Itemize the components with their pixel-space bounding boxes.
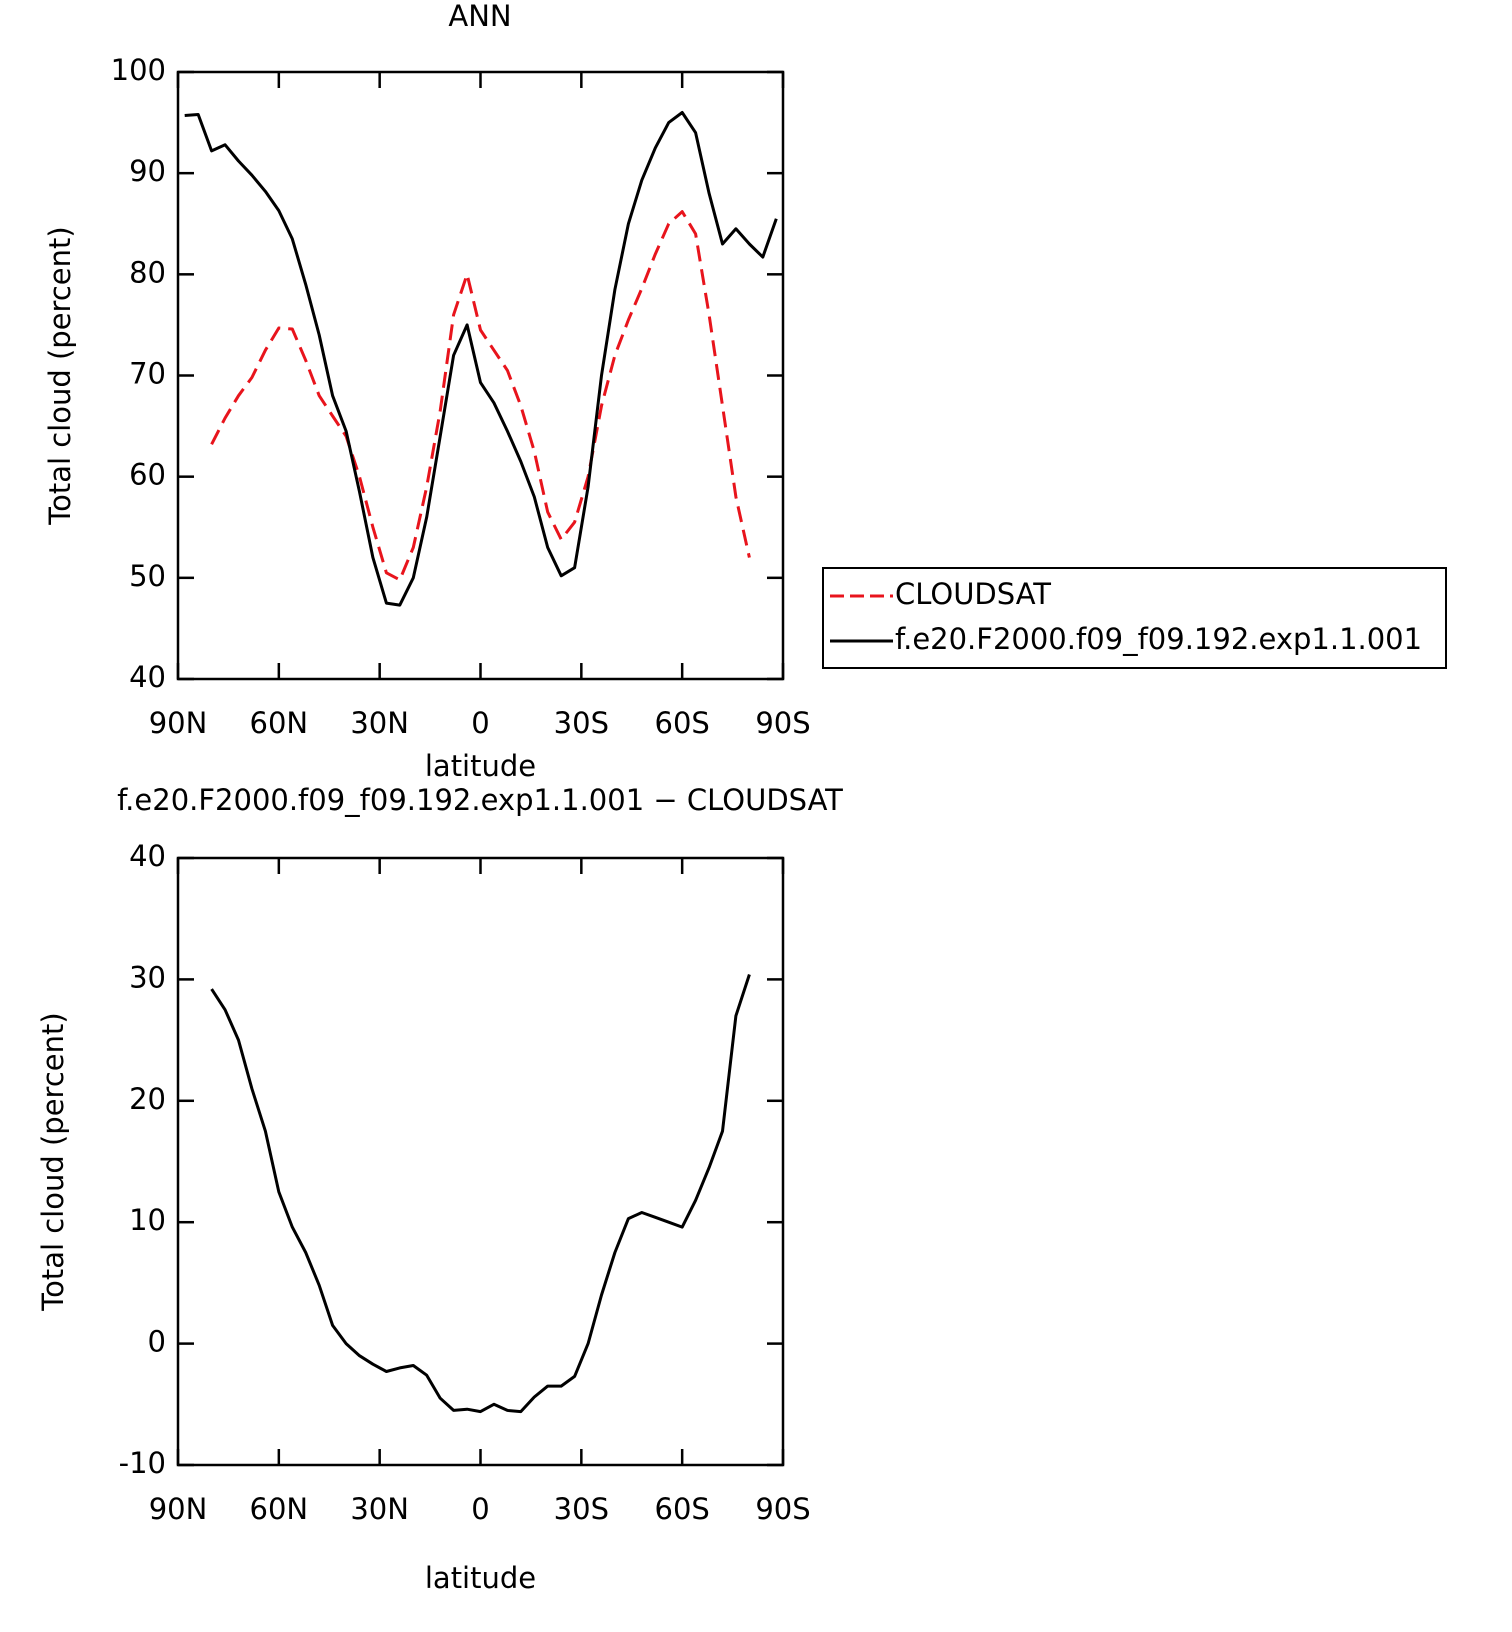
plot-frame	[176, 70, 785, 681]
data-line	[210, 974, 751, 1414]
y-axis-label: Total cloud (percent)	[43, 226, 77, 525]
x-tick-label: 30N	[350, 706, 409, 740]
x-tick-label: 60S	[655, 706, 710, 740]
y-tick-label: 60	[129, 458, 166, 492]
y-tick-label: 30	[129, 960, 166, 994]
data-line	[184, 111, 778, 607]
y-tick-label: 80	[129, 255, 166, 289]
x-tick-label: 0	[471, 1492, 489, 1526]
x-tick-label: 30S	[554, 1492, 609, 1526]
y-tick-label: 40	[129, 839, 166, 873]
data-line	[210, 210, 751, 582]
chart-title: ANN	[448, 0, 511, 33]
y-axis-label: Total cloud (percent)	[36, 1012, 70, 1311]
y-tick-label: 50	[129, 559, 166, 593]
legend-label: f.e20.F2000.f09_f09.192.exp1.1.001	[895, 622, 1422, 656]
x-tick-label: 60N	[250, 1492, 309, 1526]
x-axis-label: latitude	[425, 1561, 536, 1595]
y-tick-label: 70	[129, 357, 166, 391]
legend: CLOUDSAT f.e20.F2000.f09_f09.192.exp1.1.0…	[822, 567, 1447, 669]
y-tick-label: 20	[129, 1082, 166, 1116]
x-tick-label: 90N	[149, 1492, 208, 1526]
x-tick-label: 90S	[755, 1492, 810, 1526]
x-axis-label: latitude	[425, 749, 536, 783]
y-tick-label: -10	[119, 1446, 166, 1480]
x-tick-label: 0	[471, 706, 489, 740]
x-tick-label: 90S	[755, 706, 810, 740]
y-tick-label: 10	[129, 1203, 166, 1237]
x-tick-label: 30S	[554, 706, 609, 740]
x-tick-label: 60S	[655, 1492, 710, 1526]
chart-title: f.e20.F2000.f09_f09.192.exp1.1.001 − CLO…	[117, 783, 843, 817]
plot-frame	[176, 856, 785, 1467]
legend-box	[822, 567, 1447, 669]
legend-label: CLOUDSAT	[895, 577, 1051, 611]
x-tick-label: 90N	[149, 706, 208, 740]
x-tick-label: 60N	[250, 706, 309, 740]
x-tick-label: 30N	[350, 1492, 409, 1526]
y-tick-label: 100	[111, 53, 166, 87]
y-tick-label: 0	[148, 1325, 166, 1359]
y-tick-label: 40	[129, 660, 166, 694]
y-tick-label: 90	[129, 154, 166, 188]
